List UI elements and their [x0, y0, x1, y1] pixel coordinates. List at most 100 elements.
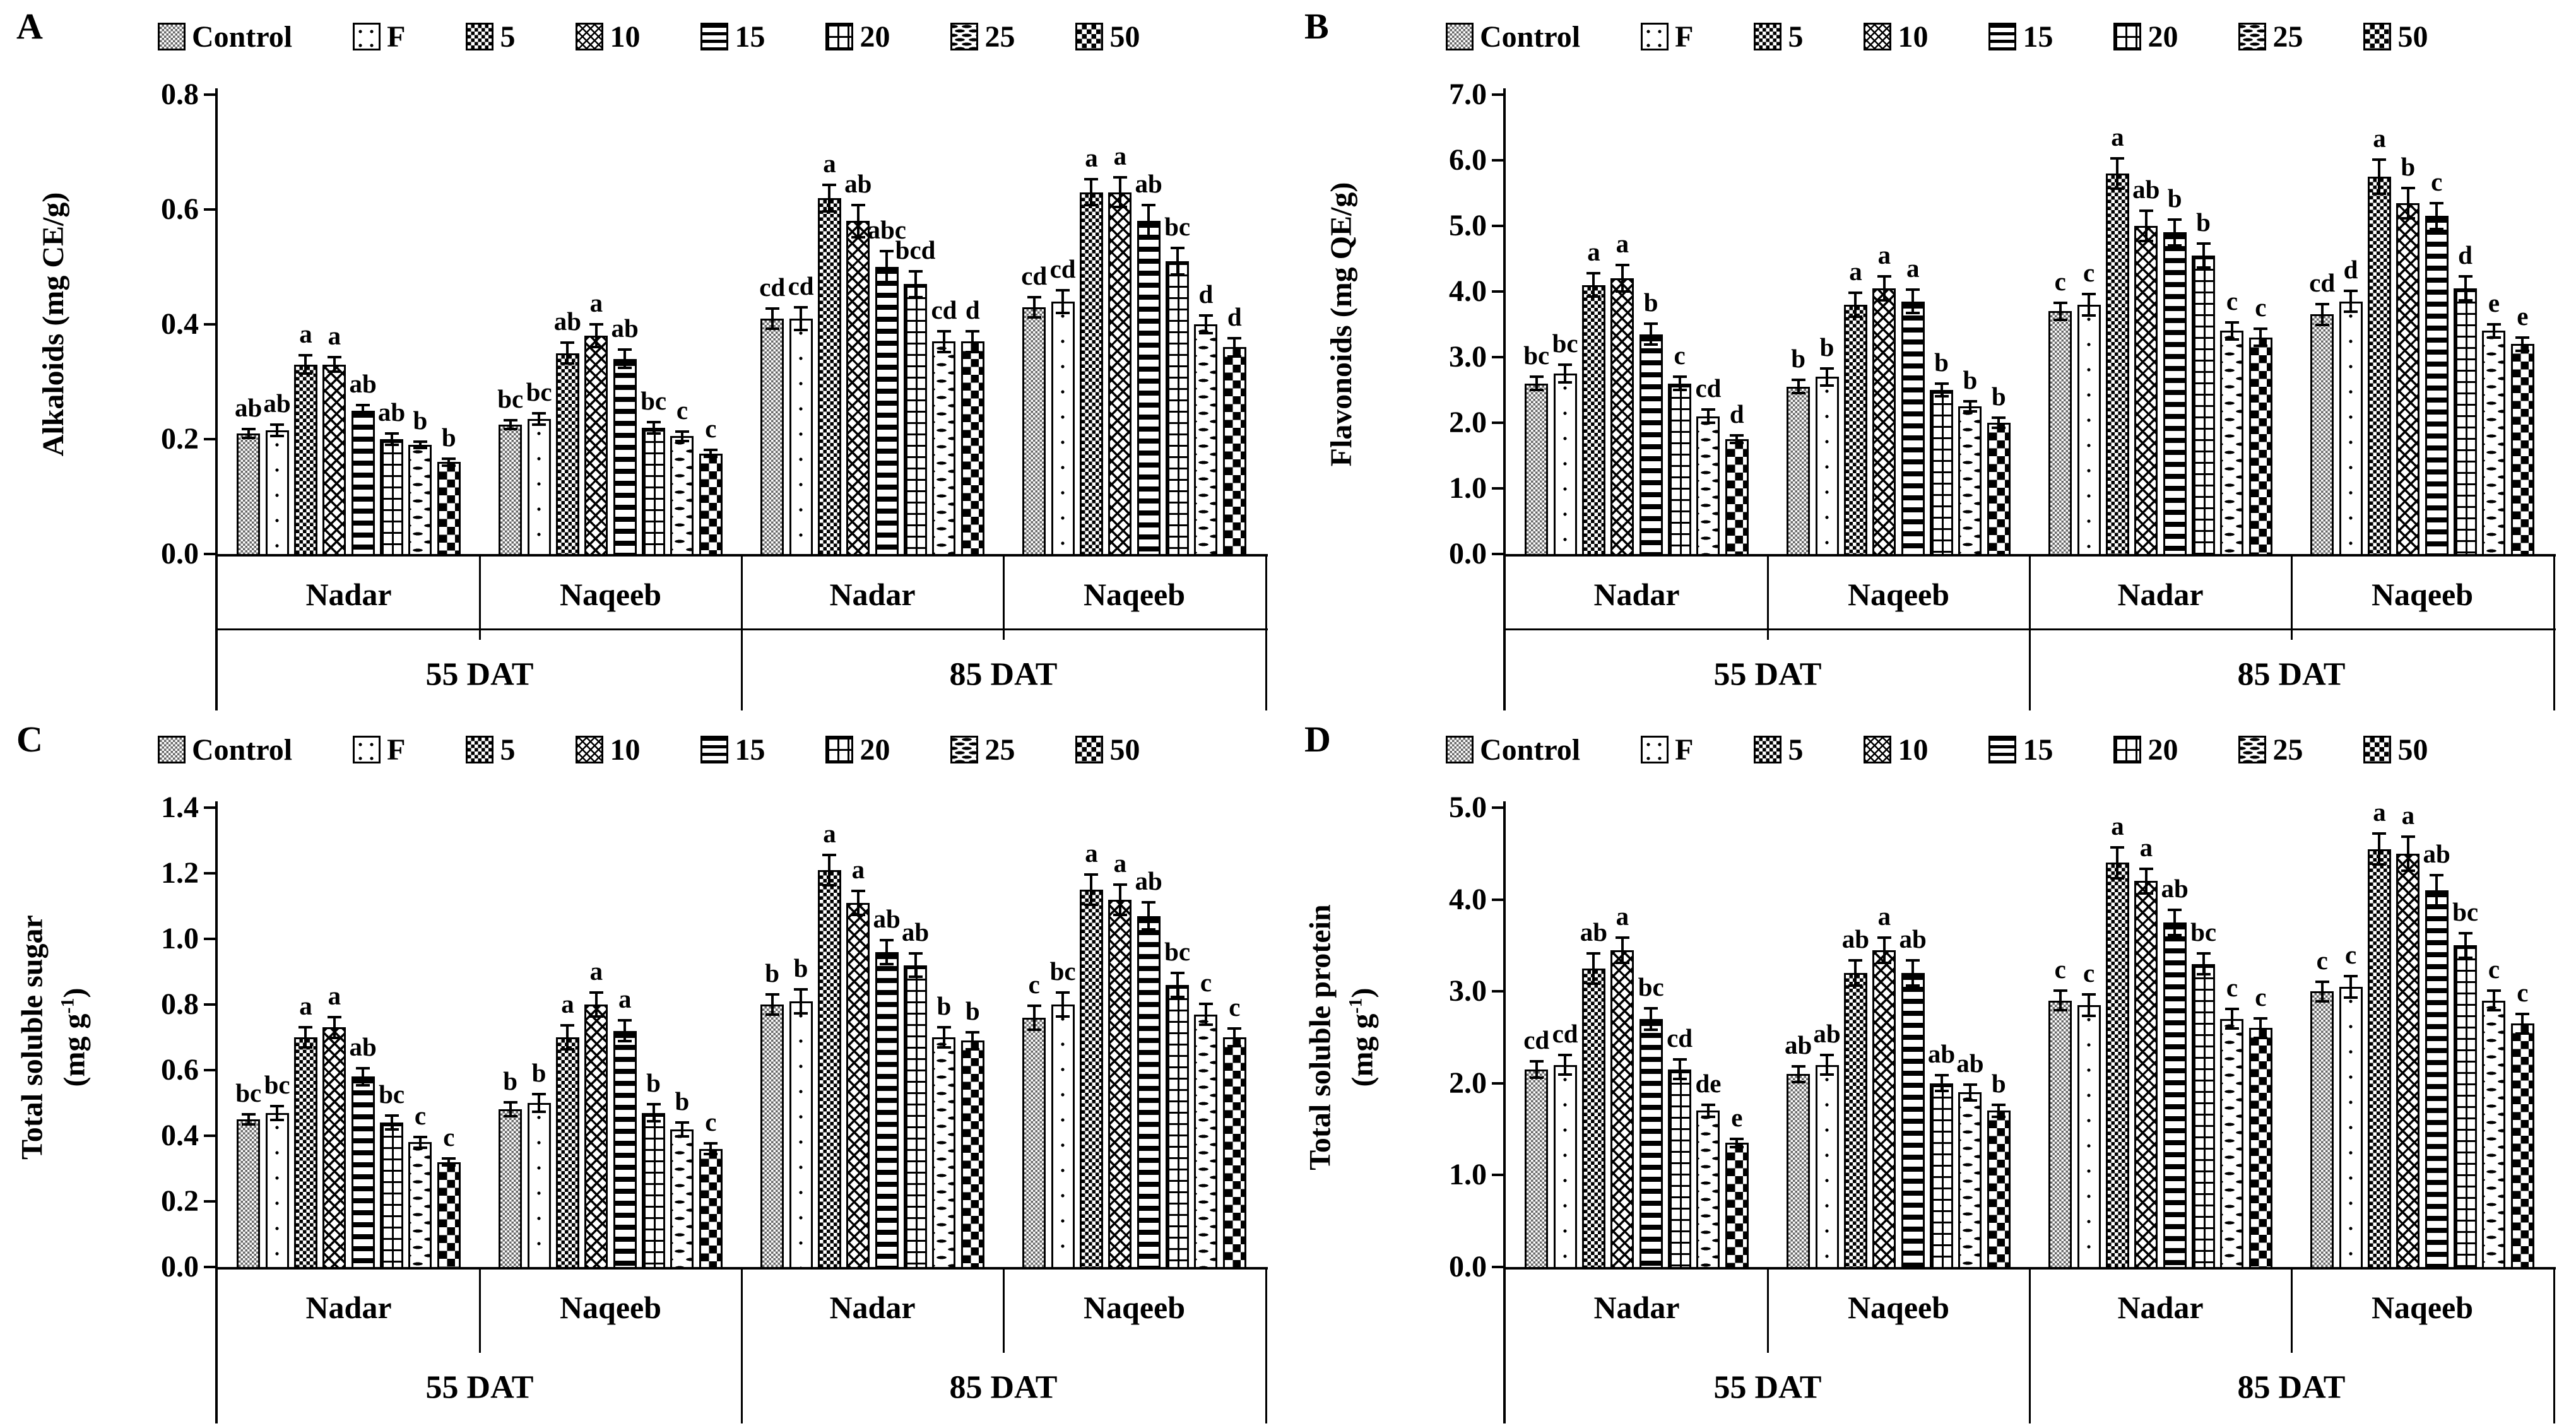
bar-50-naqeeb-55dat — [699, 453, 723, 556]
error-bar-cap-top — [1820, 1054, 1835, 1057]
legend-item-10: 10 — [1864, 20, 1928, 54]
error-bar-cap-top — [618, 348, 632, 351]
cultivar-label: Nadar — [305, 577, 392, 612]
error-bar-line — [304, 1025, 307, 1049]
legend-label: Control — [192, 20, 293, 54]
error-bar-cap-bottom — [1142, 235, 1156, 239]
significance-letter: bc — [2452, 897, 2479, 926]
legend-swatch-n5-icon — [466, 736, 494, 763]
y-tick-mark — [204, 938, 215, 940]
error-bar-line — [1997, 1103, 2000, 1119]
significance-letter: c — [2083, 258, 2095, 288]
significance-letter: b — [1991, 381, 2006, 411]
error-bar-line — [856, 890, 860, 916]
error-bar-cap-bottom — [2486, 336, 2501, 339]
bar-10-nadar-85dat — [846, 221, 870, 556]
error-bar-cap-bottom — [2110, 187, 2125, 190]
y-tick-label: 0.8 — [161, 987, 199, 1021]
bar-10-naqeeb-85dat — [2396, 203, 2420, 556]
y-tick-mark — [204, 1200, 215, 1203]
significance-letter: cd — [759, 272, 786, 302]
y-tick-mark — [1492, 356, 1503, 358]
legend-item-50: 50 — [2363, 20, 2428, 54]
error-bar-cap-bottom — [794, 1011, 808, 1015]
error-bar-cap-bottom — [503, 1115, 517, 1118]
error-bar-cap-bottom — [560, 1047, 575, 1051]
y-tick-label: 1.0 — [1449, 1158, 1487, 1192]
error-bar-cap-top — [384, 1114, 399, 1117]
error-bar-line — [771, 993, 774, 1016]
legend-swatch-n20-icon — [2113, 23, 2142, 50]
error-bar-cap-top — [908, 952, 923, 955]
significance-letter: c — [705, 1107, 717, 1137]
error-bar-cap-bottom — [1529, 1076, 1544, 1079]
legend-label: 25 — [984, 20, 1015, 54]
error-bar-line — [1032, 295, 1036, 319]
legend-item-5: 5 — [466, 733, 515, 767]
error-bar-cap-bottom — [413, 1146, 427, 1149]
significance-letter: cd — [931, 295, 957, 325]
error-bar-cap-top — [1113, 176, 1127, 179]
significance-letter: ab — [1813, 1019, 1841, 1049]
error-bar-line — [509, 419, 512, 431]
significance-letter: a — [2111, 811, 2124, 841]
error-bar-line — [2088, 993, 2091, 1017]
bar-25-nadar-85dat — [932, 341, 956, 556]
error-bar-line — [1678, 375, 1681, 392]
time-label: 85 DAT — [949, 656, 1058, 693]
error-bar-cap-top — [1963, 1083, 1977, 1086]
error-bar-cap-bottom — [1586, 982, 1601, 985]
bar-10-nadar-55dat — [1610, 950, 1634, 1269]
error-bar-cap-top — [936, 1025, 951, 1028]
bar-5-nadar-85dat — [2105, 863, 2129, 1269]
error-bar-line — [2259, 327, 2262, 348]
error-bar-line — [1706, 408, 1710, 425]
error-bar-line — [2059, 989, 2062, 1012]
bar-50-nadar-55dat — [1725, 439, 1749, 556]
error-bar-cap-top — [2344, 974, 2358, 977]
time-label: 85 DAT — [2237, 1369, 2346, 1406]
legend-label: F — [387, 733, 406, 767]
error-bar-cap-bottom — [936, 1046, 951, 1049]
significance-letter: ab — [1135, 168, 1162, 198]
error-bar-cap-bottom — [532, 423, 547, 427]
significance-letter: ab — [2423, 839, 2450, 868]
error-bar-line — [623, 348, 627, 369]
significance-letter: cd — [1552, 1019, 1578, 1049]
significance-letter: c — [2226, 286, 2238, 315]
error-bar-cap-bottom — [2053, 318, 2067, 321]
bar-25-nadar-85dat — [2220, 331, 2244, 556]
error-bar-cap-top — [936, 330, 951, 333]
legend-item-5: 5 — [1754, 20, 1803, 54]
error-bar-cap-bottom — [442, 464, 456, 467]
legend-swatch-control-icon — [158, 23, 186, 50]
error-bar-cap-bottom — [413, 447, 427, 450]
significance-letter: b — [1819, 332, 1835, 362]
error-bar-cap-bottom — [2401, 869, 2415, 872]
bar-20-nadar-55dat — [380, 1123, 404, 1269]
error-bar-cap-bottom — [1701, 421, 1715, 425]
error-bar-line — [447, 457, 451, 467]
legend-label: F — [1675, 20, 1694, 54]
error-bar-cap-top — [794, 988, 808, 991]
error-bar-line — [1535, 375, 1538, 392]
bar-25-nadar-85dat — [2220, 1018, 2244, 1269]
error-bar-cap-bottom — [1848, 315, 1863, 318]
error-bar-cap-bottom — [1558, 380, 1573, 384]
significance-letter: cd — [1021, 261, 1048, 290]
bar-20-naqeeb-55dat — [642, 427, 666, 556]
bar-f-naqeeb-55dat — [527, 1103, 551, 1269]
error-bar-line — [1650, 322, 1653, 346]
significance-letter: c — [1200, 968, 1212, 998]
legend-item-20: 20 — [825, 733, 890, 767]
significance-letter: a — [1085, 143, 1098, 172]
error-bar-cap-top — [2372, 158, 2387, 161]
error-bar-line — [276, 1104, 279, 1121]
significance-letter: c — [2054, 266, 2066, 296]
significance-letter: c — [2488, 955, 2500, 984]
error-bar-cap-top — [966, 330, 980, 333]
significance-letter: bc — [264, 1070, 290, 1099]
significance-letter: c — [2255, 293, 2267, 322]
cultivar-label: Nadar — [829, 577, 916, 612]
error-bar-line — [1090, 873, 1093, 906]
